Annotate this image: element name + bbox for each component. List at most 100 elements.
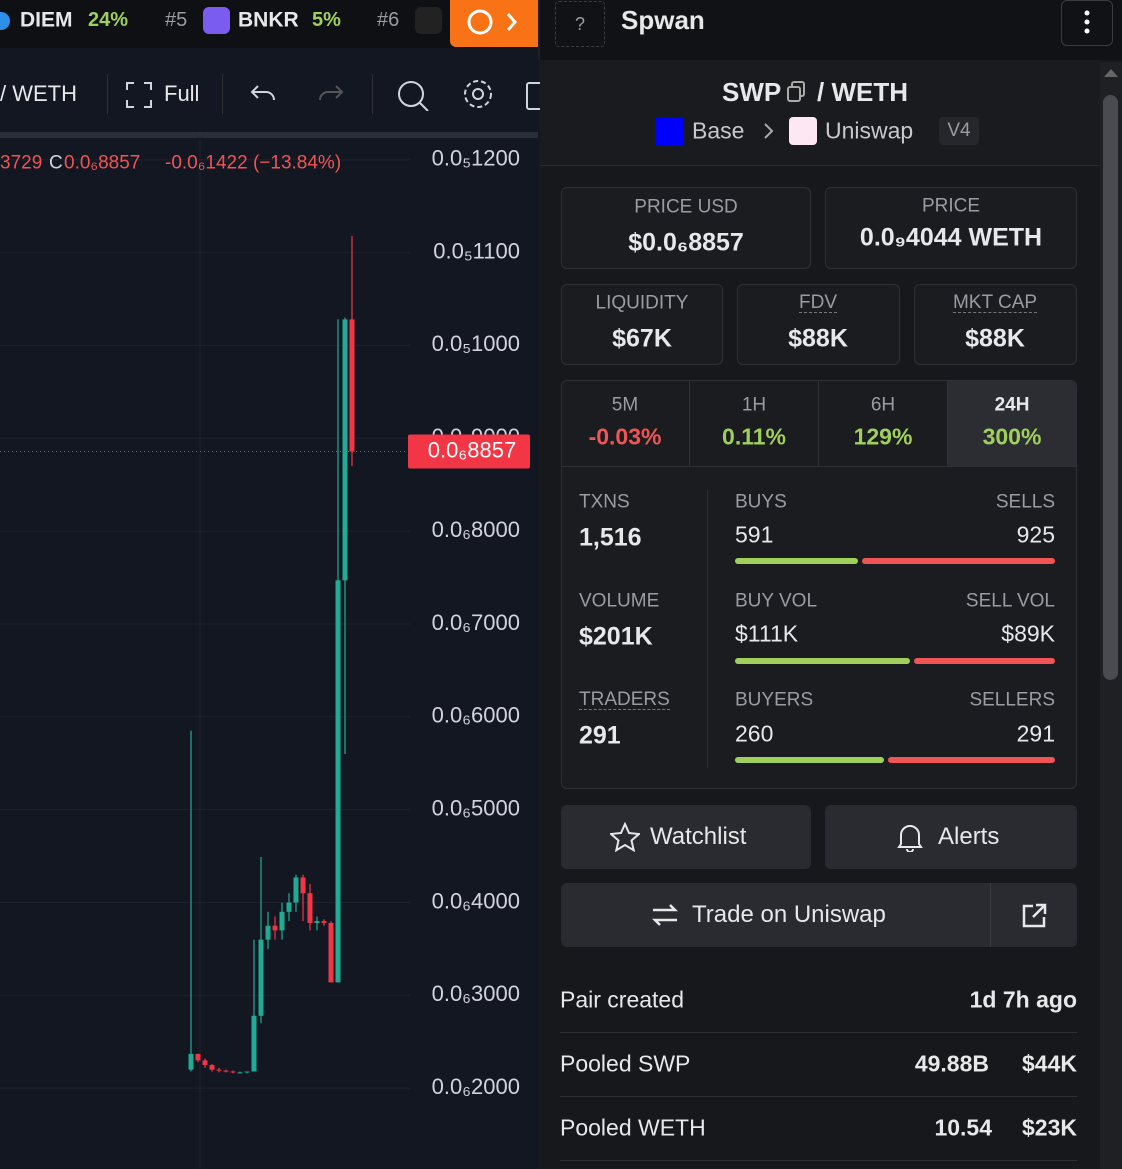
external-link-icon[interactable] bbox=[1021, 903, 1047, 929]
y-tick-label: 0.0₆2000 bbox=[432, 1074, 520, 1099]
card-value: $67K bbox=[612, 324, 672, 353]
y-tick-label: 0.0₆4000 bbox=[432, 888, 520, 913]
info-label: Pair created bbox=[560, 986, 685, 1013]
info-amount: 10.54 bbox=[934, 1114, 992, 1141]
legend-change: -0.0₆1422 (−13.84%) bbox=[165, 152, 342, 174]
ratio-bar bbox=[735, 658, 911, 664]
stat-label: TXNS bbox=[579, 491, 630, 513]
ticker-name[interactable]: DIEM bbox=[20, 8, 73, 32]
candle-body bbox=[349, 319, 355, 452]
token-logo-placeholder: ? bbox=[555, 1, 605, 47]
last-price-tag bbox=[408, 434, 530, 469]
fullscreen-icon[interactable] bbox=[126, 82, 152, 108]
timeframe-change: 300% bbox=[982, 423, 1042, 450]
candle-body bbox=[237, 1072, 243, 1074]
candle-body bbox=[307, 893, 313, 923]
info-value: $44K bbox=[1022, 1050, 1077, 1077]
info-value: $23K bbox=[1022, 1114, 1077, 1141]
candle-body bbox=[244, 1071, 250, 1073]
chevron-icon bbox=[764, 123, 774, 139]
separator bbox=[560, 1032, 1077, 1033]
fullscreen-button[interactable]: Full bbox=[164, 81, 200, 106]
candle-body bbox=[272, 925, 278, 931]
ticker-rank: #6 bbox=[377, 9, 400, 31]
card-label: PRICE bbox=[921, 195, 981, 217]
split-label: BUYS bbox=[735, 491, 787, 513]
ticker-name[interactable]: BNKR bbox=[238, 8, 299, 32]
settings-icon[interactable] bbox=[461, 77, 495, 111]
symbol[interactable]: / WETH bbox=[0, 81, 77, 106]
stat-label: TRADERS bbox=[579, 689, 670, 710]
dex-icon bbox=[789, 117, 817, 145]
ratio-bar bbox=[735, 757, 885, 763]
candle-body bbox=[335, 580, 341, 983]
separator bbox=[560, 1160, 1077, 1161]
candle-body bbox=[202, 1060, 208, 1066]
trade-button[interactable]: Trade on Uniswap bbox=[561, 883, 1077, 947]
button-label: Trade on Uniswap bbox=[692, 901, 886, 928]
scrollbar[interactable] bbox=[1100, 62, 1122, 1169]
info-amount: 49.88B bbox=[914, 1050, 989, 1077]
price-usd-card bbox=[561, 187, 811, 269]
separator bbox=[990, 883, 991, 947]
price-chart: 0.0₅12000.0₅11000.0₅10000.0₆90000.0₆8000… bbox=[0, 130, 538, 1169]
candle-body bbox=[223, 1070, 229, 1072]
split-value: 925 bbox=[1016, 521, 1055, 548]
y-tick-label: 0.0₅1000 bbox=[432, 331, 520, 356]
y-tick-label: 0.0₆6000 bbox=[432, 703, 520, 728]
info-label: Pooled WETH bbox=[560, 1114, 706, 1141]
card-label: PRICE USD bbox=[634, 196, 738, 218]
timeframe-change: -0.03% bbox=[588, 423, 662, 450]
selected-timeframe bbox=[948, 381, 1076, 466]
undo-icon[interactable] bbox=[250, 82, 278, 106]
card-value: $0.0₆8857 bbox=[628, 228, 744, 257]
base-symbol: SWP bbox=[722, 77, 782, 107]
scrollbar-thumb[interactable] bbox=[1103, 95, 1118, 680]
flame-icon bbox=[467, 9, 517, 35]
timeframe-label[interactable]: 6H bbox=[870, 394, 896, 416]
candle-body bbox=[300, 877, 306, 894]
split-label: SELLS bbox=[995, 491, 1055, 513]
legend-label: C bbox=[49, 152, 63, 174]
split-value: 260 bbox=[735, 720, 774, 747]
last-price-label: 0.0₆8857 bbox=[428, 437, 516, 462]
alerts-button[interactable]: Alerts bbox=[825, 805, 1077, 869]
candle-body bbox=[216, 1069, 222, 1071]
watchlist-button[interactable]: Watchlist bbox=[561, 805, 811, 869]
y-tick-label: 0.0₅1200 bbox=[432, 146, 520, 171]
candle-body bbox=[251, 1015, 257, 1072]
y-tick-label: 0.0₅1100 bbox=[433, 238, 520, 263]
card-label: MKT CAP bbox=[952, 292, 1038, 313]
button-label: Alerts bbox=[938, 823, 1000, 850]
chain-name[interactable]: Base bbox=[692, 117, 745, 144]
stat-label: VOLUME bbox=[579, 590, 660, 612]
chain-icon bbox=[655, 118, 683, 146]
dex-name[interactable]: Uniswap bbox=[825, 117, 914, 144]
stat-card bbox=[561, 284, 723, 365]
split-label: SELLERS bbox=[969, 689, 1055, 711]
ratio-bar bbox=[735, 558, 859, 564]
ratio-bar bbox=[888, 757, 1055, 763]
info-label: Pooled SWP bbox=[560, 1050, 691, 1077]
timeframe-label[interactable]: 1H bbox=[741, 394, 767, 416]
split-value: 591 bbox=[735, 521, 774, 548]
timeframe-label[interactable]: 24H bbox=[994, 394, 1030, 416]
ticker-rank: #5 bbox=[165, 9, 188, 31]
separator bbox=[222, 74, 223, 114]
pair-header bbox=[540, 60, 1100, 166]
stat-value: 1,516 bbox=[579, 523, 642, 552]
split-value: 291 bbox=[1016, 720, 1055, 747]
alert-icon[interactable] bbox=[396, 77, 430, 111]
timeframe-label[interactable]: 5M bbox=[611, 394, 639, 416]
separator bbox=[562, 466, 1076, 467]
trending-button[interactable] bbox=[450, 0, 538, 47]
card-value: 0.0₉4044 WETH bbox=[859, 223, 1043, 252]
separator bbox=[372, 74, 373, 114]
copy-icon[interactable] bbox=[787, 81, 807, 103]
menu-button[interactable] bbox=[1061, 0, 1113, 46]
separator bbox=[707, 490, 708, 768]
stat-value: 291 bbox=[579, 721, 621, 750]
redo-icon[interactable] bbox=[316, 82, 344, 106]
ticker-change: 5% bbox=[312, 9, 341, 31]
